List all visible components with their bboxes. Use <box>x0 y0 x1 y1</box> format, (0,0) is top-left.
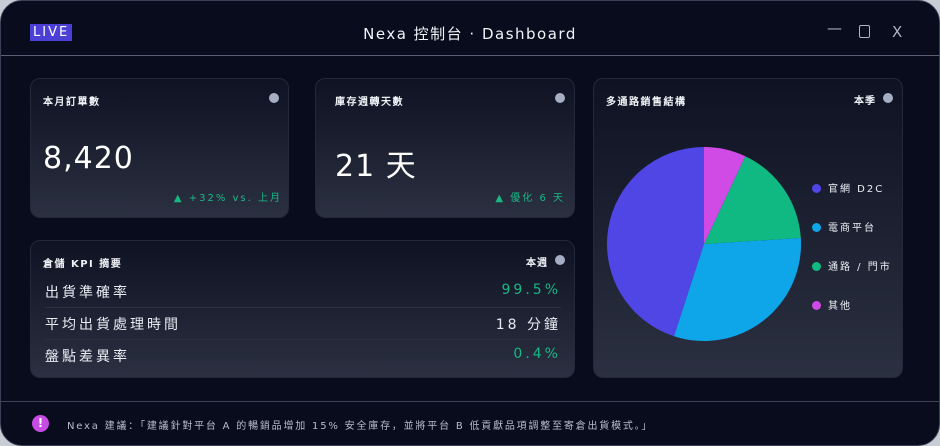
kpi-row: 盤點差異率 0.4% <box>45 340 561 372</box>
pie-slice-1 <box>674 237 801 341</box>
inventory-value: 21 天 <box>335 149 417 184</box>
window-title: Nexa 控制台 · Dashboard <box>363 25 577 43</box>
kpi-label: 平均出貨處理時間 <box>45 317 181 333</box>
legend-item: 官網 D2C <box>812 180 884 195</box>
triangle-up-icon: ▲ <box>173 193 189 204</box>
kpi-value: 99.5% <box>501 282 561 298</box>
period-label: 本季 <box>854 96 876 107</box>
kpi-value: 0.4% <box>513 346 561 362</box>
minimize-icon: — <box>827 19 842 37</box>
suggestion-text: Nexa 建議：「建議針對平台 A 的暢銷品增加 15% 安全庫存，並將平台 B… <box>67 421 654 432</box>
legend-swatch <box>812 262 821 271</box>
card-title: 本月訂單數 <box>43 97 101 108</box>
triangle-up-icon: ▲ <box>495 193 511 204</box>
kpi-label: 盤點差異率 <box>45 349 130 365</box>
pie-slice-0 <box>607 147 704 337</box>
legend-swatch <box>812 301 821 310</box>
legend-item: 電商平台 <box>812 219 876 234</box>
minimize-button[interactable]: — <box>827 19 842 37</box>
legend-swatch <box>812 223 821 232</box>
restore-button[interactable] <box>859 25 870 38</box>
card-title: 多通路銷售結構 <box>606 97 687 108</box>
legend-item: 其他 <box>812 297 852 312</box>
kpi-row: 平均出貨處理時間 18 分鐘 <box>45 308 561 340</box>
card-title: 庫存週轉天數 <box>335 97 404 108</box>
status-dot <box>555 93 565 103</box>
kpi-value: 18 分鐘 <box>495 317 561 333</box>
title-bar: LIVE Nexa 控制台 · Dashboard — X <box>1 1 939 56</box>
close-button[interactable]: X <box>892 23 903 41</box>
live-badge: LIVE <box>30 24 73 41</box>
pie-slice-2 <box>704 156 801 244</box>
status-dot <box>883 93 893 103</box>
legend-item: 通路 / 門市 <box>812 258 892 273</box>
legend-swatch <box>812 184 821 193</box>
kpi-label: 出貨準確率 <box>45 285 130 301</box>
channels-card: 多通路銷售結構 本季 官網 D2C 電商平台 通路 / 門市 其他 <box>593 78 903 378</box>
status-dot <box>555 255 565 265</box>
suggestion-bar: ! Nexa 建議：「建議針對平台 A 的暢銷品增加 15% 安全庫存，並將平台… <box>1 401 939 445</box>
kpi-row: 出貨準確率 99.5% <box>45 276 561 308</box>
orders-delta: ▲ +32% vs. 上月 <box>173 193 282 204</box>
kpi-card: 倉儲 KPI 摘要 本週 出貨準確率 99.5% 平均出貨處理時間 18 分鐘 盤點… <box>30 240 575 378</box>
status-dot <box>269 93 279 103</box>
pie-chart <box>607 147 801 341</box>
period-label: 本週 <box>526 258 548 269</box>
card-title: 倉儲 KPI 摘要 <box>43 259 123 270</box>
orders-value: 8,420 <box>43 141 134 176</box>
pie-slice-3 <box>704 147 746 244</box>
orders-card: 本月訂單數 8,420 ▲ +32% vs. 上月 <box>30 78 289 218</box>
inventory-card: 庫存週轉天數 21 天 ▲ 優化 6 天 <box>315 78 575 218</box>
exclamation-icon: ! <box>32 415 49 432</box>
inventory-delta: ▲ 優化 6 天 <box>495 193 565 204</box>
